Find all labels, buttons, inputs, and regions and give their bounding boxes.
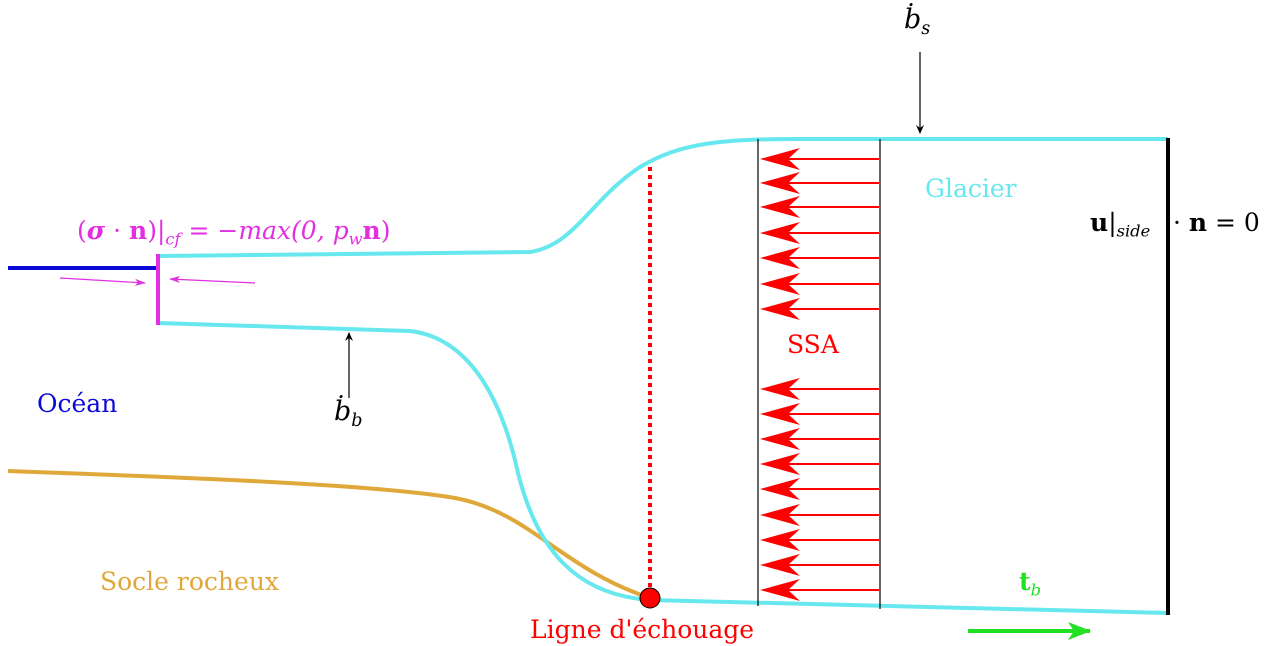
ssa-arrow-head <box>760 403 800 425</box>
ssa-arrow-head <box>760 378 800 400</box>
ssa-arrow-head <box>760 196 800 218</box>
side-condition-right: · n = 0 <box>1171 210 1262 235</box>
grounding-line-label: Ligne d'échouage <box>530 615 755 644</box>
surface-mass-balance-label: ḃs <box>904 6 930 39</box>
grounding-point <box>639 587 661 609</box>
ssa-arrow-head <box>760 529 800 551</box>
bmb-sub: b <box>351 411 363 432</box>
ssa-arrow-head <box>760 298 800 320</box>
bmb-b: ḃ <box>334 396 352 427</box>
traction-t: t <box>1019 567 1031 596</box>
cf-end: ) <box>380 216 391 245</box>
side-sub: side <box>1116 221 1151 241</box>
cf-sigma: σ <box>86 216 106 245</box>
side-eq: = 0 <box>1207 208 1260 237</box>
ssa-arrow-head <box>760 273 800 295</box>
cf-open: ( <box>77 216 87 245</box>
ssa-arrow-head <box>760 222 800 244</box>
side-u: u <box>1090 208 1109 237</box>
cf-sub: cf <box>165 229 181 249</box>
traction-sub: b <box>1030 580 1041 600</box>
ice-lower-surface <box>157 321 1169 615</box>
cf-dot: · <box>105 216 130 245</box>
smb-b: ḃ <box>904 4 922 35</box>
ssa-arrow-head <box>760 148 800 170</box>
ssa-arrow-head <box>760 554 800 576</box>
cf-close: )| <box>147 216 166 245</box>
glacier-label: Glacier <box>925 174 1017 203</box>
bedrock-label: Socle rocheux <box>100 567 280 596</box>
basal-traction-label: tb <box>1019 569 1041 599</box>
cf-eq: = −max(0, p <box>180 216 349 245</box>
cf-pw-sub: w <box>348 229 363 249</box>
side-dot: · <box>1173 208 1189 237</box>
ssa-arrow-head <box>760 172 800 194</box>
ocean-pressure-arrow <box>59 277 146 286</box>
bedrock-line <box>7 469 651 600</box>
basal-mass-balance-label: ḃb <box>334 398 363 431</box>
ssa-label: SSA <box>787 330 839 359</box>
side-condition-left: u|side <box>1088 208 1153 241</box>
side-bar: | <box>1108 208 1117 237</box>
ssa-arrow-head <box>760 504 800 526</box>
ssa-velocity-arrows <box>760 148 879 601</box>
ocean-label: Océan <box>37 389 118 418</box>
ssa-arrow-head <box>760 453 800 475</box>
cf-n2: n <box>362 216 381 245</box>
ice-upper-surface <box>157 137 1168 258</box>
ssa-arrow-head <box>760 428 800 450</box>
cf-n1: n <box>129 216 148 245</box>
calving-front-condition: (σ · n)|cf = −max(0, pwn) <box>77 218 390 248</box>
ssa-arrow-head <box>760 478 800 500</box>
ice-pressure-arrow <box>169 275 256 284</box>
smb-sub: s <box>921 19 931 40</box>
ssa-arrow-head <box>760 579 800 601</box>
side-n: n <box>1188 208 1208 237</box>
ssa-arrow-head <box>760 247 800 269</box>
